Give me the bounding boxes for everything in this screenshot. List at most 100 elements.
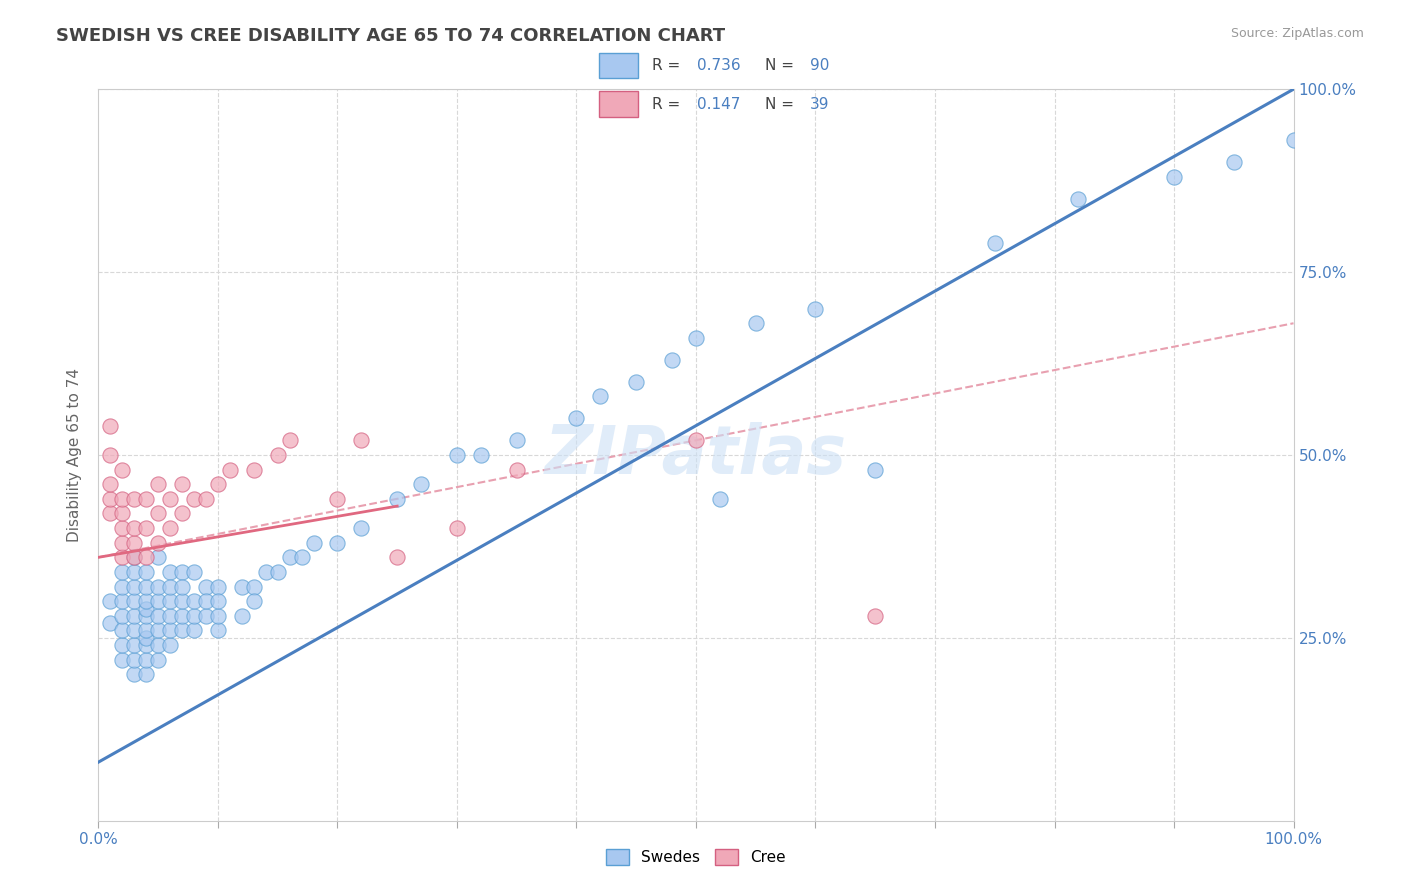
Point [172,594,194,608]
Point [1067,192,1090,206]
Point [183,608,205,623]
Point [172,477,194,491]
Point [135,491,157,506]
Bar [599,91,638,117]
Point [207,594,229,608]
Text: R =: R = [652,58,686,73]
Point [111,608,134,623]
Point [1223,155,1246,169]
Text: 0.736: 0.736 [697,58,741,73]
Point [148,653,170,667]
Y-axis label: Disability Age 65 to 74: Disability Age 65 to 74 [67,368,83,542]
Point [98,616,122,631]
Point [195,608,218,623]
Point [148,580,170,594]
Point [219,462,242,476]
Point [278,434,301,448]
Point [506,434,529,448]
Point [148,477,170,491]
Point [135,594,157,608]
Point [243,462,266,476]
Text: N =: N = [765,96,799,112]
Point [291,550,314,565]
Point [111,594,134,608]
Text: 39: 39 [810,96,830,112]
Point [135,608,157,623]
Point [148,550,170,565]
Point [111,550,134,565]
Point [111,491,134,506]
Point [124,653,146,667]
Point [135,601,157,615]
Point [159,638,181,652]
Text: 0.147: 0.147 [697,96,741,112]
Point [111,507,134,521]
Point [124,491,146,506]
Point [159,594,181,608]
Text: N =: N = [765,58,799,73]
Point [159,580,181,594]
Point [111,535,134,549]
Point [98,594,122,608]
Point [685,434,707,448]
Point [183,565,205,579]
Point [626,375,648,389]
Text: SWEDISH VS CREE DISABILITY AGE 65 TO 74 CORRELATION CHART: SWEDISH VS CREE DISABILITY AGE 65 TO 74 … [56,27,725,45]
Point [98,418,122,433]
Point [183,624,205,638]
Point [98,448,122,462]
Point [111,653,134,667]
Point [135,521,157,535]
Point [1282,133,1305,147]
Text: 90: 90 [810,58,830,73]
Point [350,521,373,535]
Point [243,580,266,594]
Point [183,491,205,506]
Point [124,535,146,549]
Point [446,448,468,462]
Point [111,521,134,535]
Point [804,301,827,316]
Point [148,535,170,549]
Point [124,521,146,535]
Point [278,550,301,565]
Point [267,448,290,462]
Point [207,477,229,491]
Point [195,580,218,594]
Point [124,624,146,638]
Point [124,638,146,652]
Point [231,608,253,623]
Point [135,580,157,594]
Point [385,491,409,506]
Point [148,638,170,652]
Point [350,434,373,448]
Text: R =: R = [652,96,686,112]
Point [172,507,194,521]
Point [745,316,768,330]
Point [148,608,170,623]
Point [172,624,194,638]
Point [172,608,194,623]
Point [135,565,157,579]
Point [148,624,170,638]
Point [183,594,205,608]
Point [661,352,683,367]
Point [111,638,134,652]
Point [172,565,194,579]
Point [243,594,266,608]
Point [231,580,253,594]
Point [148,507,170,521]
Point [506,462,529,476]
Point [159,624,181,638]
Point [207,580,229,594]
Point [135,624,157,638]
Point [124,594,146,608]
Point [385,550,409,565]
Point [1163,169,1185,184]
Point [565,411,588,425]
Point [135,653,157,667]
Point [124,580,146,594]
Text: ZIPatlas: ZIPatlas [546,422,846,488]
Point [159,565,181,579]
Point [207,624,229,638]
